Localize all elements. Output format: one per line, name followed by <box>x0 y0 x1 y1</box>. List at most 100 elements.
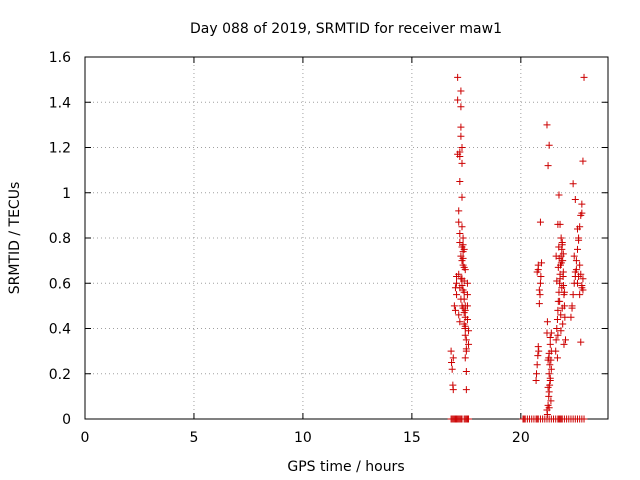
data-point <box>453 279 461 287</box>
data-point <box>557 327 565 335</box>
data-point <box>459 286 467 294</box>
data-point <box>556 275 564 283</box>
data-point <box>554 331 562 339</box>
data-point <box>570 252 578 260</box>
data-point <box>547 397 555 405</box>
data-point <box>578 200 586 208</box>
data-point <box>543 329 551 337</box>
data-point <box>553 354 561 362</box>
data-point <box>457 103 465 111</box>
y-tick-label: 0.4 <box>49 322 71 338</box>
data-point <box>455 311 463 319</box>
data-point <box>533 370 541 378</box>
data-point <box>546 340 554 348</box>
data-point <box>579 275 587 283</box>
data-point <box>532 377 540 385</box>
data-point <box>457 252 465 260</box>
chart-title: Day 088 of 2019, SRMTID for receiver maw… <box>190 21 502 37</box>
data-point <box>535 286 543 294</box>
data-point <box>547 356 555 364</box>
data-point <box>573 279 581 287</box>
data-point <box>560 340 568 348</box>
data-point <box>571 272 579 280</box>
data-point <box>458 144 466 151</box>
data-point <box>457 123 465 131</box>
data-point <box>535 347 543 355</box>
data-point <box>453 291 461 299</box>
data-point <box>535 300 543 308</box>
data-point <box>455 270 463 278</box>
tick-labels: 0 5 10 15 20 0 0.2 0.4 0.6 0.8 1 1.2 1.4 1.6 <box>49 50 530 446</box>
data-point <box>457 132 465 140</box>
data-point <box>449 354 457 362</box>
data-point <box>557 234 565 242</box>
data-point <box>462 345 470 353</box>
x-tick-label: 5 <box>189 430 198 446</box>
data-point <box>568 304 576 312</box>
x-tick-label: 15 <box>403 430 421 446</box>
data-point <box>461 354 469 362</box>
data-point <box>455 207 463 215</box>
data-point <box>465 415 473 423</box>
data-point <box>462 386 470 394</box>
data-point <box>534 266 542 274</box>
data-point <box>456 229 464 237</box>
data-point <box>449 386 457 394</box>
data-point <box>554 306 562 314</box>
data-point <box>546 361 554 369</box>
data-point <box>545 370 553 378</box>
data-point <box>461 266 469 274</box>
data-point <box>555 243 563 251</box>
data-points <box>447 73 588 423</box>
data-point <box>457 295 465 303</box>
data-point <box>556 220 564 228</box>
data-point <box>463 315 471 323</box>
data-point <box>457 87 465 95</box>
y-tick-label: 1.2 <box>49 141 71 157</box>
y-axis-label: SRMTID / TECUs <box>7 182 23 295</box>
data-point <box>562 336 570 344</box>
data-point <box>534 352 542 360</box>
x-tick-label: 10 <box>294 430 312 446</box>
data-point <box>559 320 567 328</box>
data-point <box>560 282 568 290</box>
data-point <box>567 313 575 321</box>
data-point <box>559 250 567 258</box>
data-point <box>545 388 553 396</box>
data-point <box>544 383 552 391</box>
data-point <box>571 196 579 204</box>
data-point <box>573 245 581 253</box>
data-point <box>458 223 466 231</box>
data-point <box>456 177 464 185</box>
data-point <box>448 358 456 366</box>
data-point <box>458 302 466 310</box>
data-point <box>533 361 541 369</box>
y-tick-label: 1.6 <box>49 50 71 66</box>
data-point <box>576 291 584 299</box>
data-point <box>459 241 467 249</box>
data-point <box>448 365 456 373</box>
data-point <box>460 245 468 253</box>
data-point <box>573 225 581 233</box>
data-point <box>463 291 471 299</box>
data-point <box>543 410 551 418</box>
data-point <box>536 279 544 287</box>
y-tick-label: 0.8 <box>49 231 71 247</box>
data-point <box>578 284 586 292</box>
data-point <box>555 191 563 199</box>
ticks <box>84 56 608 420</box>
data-point <box>447 347 455 355</box>
data-point <box>536 291 544 299</box>
data-point <box>461 331 469 339</box>
data-point <box>557 311 565 319</box>
data-point <box>580 415 588 423</box>
data-point <box>459 234 467 242</box>
data-point <box>457 275 465 283</box>
data-point <box>545 404 553 412</box>
data-point <box>552 336 560 344</box>
data-point <box>458 193 466 201</box>
data-point <box>456 153 464 161</box>
data-point <box>580 73 588 81</box>
data-point <box>543 121 551 129</box>
